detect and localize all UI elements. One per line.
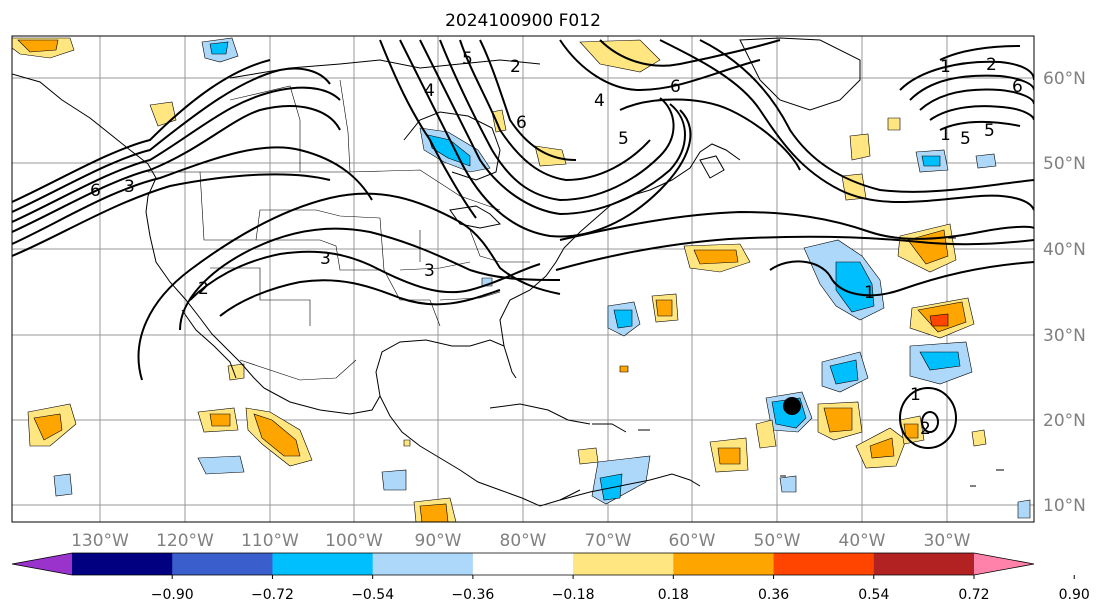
svg-text:1: 1 [940, 57, 951, 77]
svg-text:20°N: 20°N [1043, 411, 1086, 431]
colorbar-segment [873, 553, 975, 575]
colorbar-segment [573, 553, 674, 575]
svg-text:60°W: 60°W [669, 531, 716, 551]
colorbar-tick-label: 0.90 [1059, 587, 1090, 603]
svg-text:6: 6 [1012, 77, 1023, 97]
svg-text:10°N: 10°N [1043, 496, 1086, 516]
coastlines [12, 37, 1004, 507]
svg-text:6: 6 [670, 77, 681, 97]
map-title: 2024100900 F012 [445, 11, 601, 31]
svg-text:3: 3 [124, 177, 135, 197]
svg-text:2: 2 [198, 279, 209, 299]
svg-text:30°N: 30°N [1043, 326, 1086, 346]
longitude-labels: 130°W 120°W 110°W 100°W 90°W 80°W 70°W 6… [71, 531, 971, 551]
colorbar-segment [72, 553, 173, 575]
map-frame [11, 35, 1035, 523]
svg-text:4: 4 [594, 91, 605, 111]
svg-text:100°W: 100°W [325, 531, 383, 551]
svg-text:1: 1 [940, 125, 951, 145]
svg-text:120°W: 120°W [156, 531, 214, 551]
colorbar-ticks: −0.90 −0.72 −0.54 −0.36 −0.18 0.18 0.36 0.54 0.7… [151, 575, 1090, 603]
colorbar-segment [172, 553, 273, 575]
colorbar-segment [372, 553, 474, 575]
colorbar: −0.90 −0.72 −0.54 −0.36 −0.18 0.18 0.36 0.54 0.7… [11, 552, 1090, 603]
colorbar-tick-label: −0.36 [451, 587, 494, 603]
colorbar-segment [773, 553, 875, 575]
svg-text:130°W: 130°W [71, 531, 129, 551]
colorbar-segment [472, 553, 574, 575]
colorbar-tick-label: −0.72 [251, 587, 294, 603]
colorbar-tick-label: 0.72 [958, 587, 989, 603]
colorbar-tick-label: 0.36 [758, 587, 789, 603]
svg-text:1: 1 [864, 283, 875, 303]
svg-text:3: 3 [320, 249, 331, 269]
colorbar-segment [272, 553, 374, 575]
colorbar-tick-label: −0.18 [552, 587, 595, 603]
colorbar-segment [673, 553, 775, 575]
map-panel: 6 3 2 3 3 1 2 6 5 4 6 5 1 2 6 4 5 1 2 1 [11, 35, 1035, 523]
svg-text:2: 2 [510, 57, 521, 77]
svg-text:40°N: 40°N [1043, 240, 1086, 260]
contour-lines [12, 39, 1034, 449]
svg-text:40°W: 40°W [839, 531, 886, 551]
colorbar-extend-high [974, 553, 1034, 575]
svg-text:30°W: 30°W [924, 531, 971, 551]
svg-text:6: 6 [90, 181, 101, 201]
svg-text:5: 5 [462, 49, 473, 69]
svg-text:80°W: 80°W [500, 531, 547, 551]
svg-text:2: 2 [920, 419, 931, 439]
colorbar-extend-low [12, 553, 72, 575]
contour-labels: 6 3 2 3 3 1 2 6 5 4 6 5 1 2 6 4 5 1 2 1 [90, 49, 1023, 439]
svg-text:5: 5 [960, 129, 971, 149]
colorbar-tick-label: −0.90 [151, 587, 194, 603]
svg-text:4: 4 [424, 81, 435, 101]
svg-text:90°W: 90°W [415, 531, 462, 551]
latitude-labels: 60°N 50°N 40°N 30°N 20°N 10°N [1043, 69, 1086, 516]
svg-text:110°W: 110°W [241, 531, 299, 551]
svg-text:1: 1 [910, 385, 921, 405]
colorbar-tick-label: −0.54 [351, 587, 394, 603]
svg-text:3: 3 [424, 261, 435, 281]
storm-center-marker [783, 397, 801, 415]
svg-text:50°N: 50°N [1043, 154, 1086, 174]
svg-text:70°W: 70°W [585, 531, 632, 551]
colorbar-segments [11, 552, 1035, 576]
colorbar-tick-label: 0.18 [658, 587, 689, 603]
svg-text:5: 5 [618, 129, 629, 149]
svg-text:2: 2 [986, 55, 997, 75]
svg-text:5: 5 [984, 121, 995, 141]
colorbar-tick-label: 0.54 [858, 587, 889, 603]
svg-text:50°W: 50°W [754, 531, 801, 551]
svg-text:6: 6 [516, 113, 527, 133]
svg-text:60°N: 60°N [1043, 69, 1086, 89]
state-borders [148, 79, 530, 381]
